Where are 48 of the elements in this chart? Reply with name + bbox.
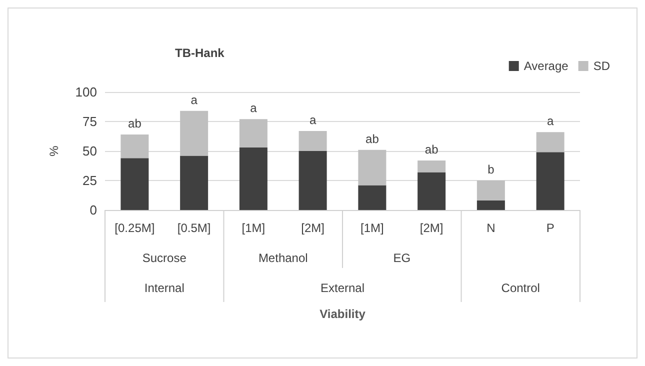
bar <box>120 134 149 158</box>
bar <box>120 158 149 210</box>
bar <box>358 150 386 186</box>
y-tick-label: 0 <box>90 202 97 218</box>
bar <box>476 180 505 201</box>
bar <box>418 160 446 172</box>
bar <box>358 185 386 210</box>
text: Control <box>501 281 540 295</box>
x-tick-label: [2M] <box>420 221 444 235</box>
x-tick-label: [1M] <box>242 221 266 235</box>
data-label: b <box>488 162 495 176</box>
data-label: a <box>309 112 316 127</box>
y-axis-title: % <box>47 145 61 156</box>
text: External <box>320 281 365 295</box>
data-label: ab <box>424 142 439 156</box>
legend-label: SD <box>593 59 610 73</box>
y-tick-label: 50 <box>82 144 97 158</box>
data-label: ab <box>366 132 380 146</box>
bar <box>536 152 564 210</box>
data-label: a <box>190 92 198 107</box>
text: Methanol <box>258 251 308 265</box>
x-tick-label: [2M] <box>301 221 324 235</box>
text: Viability <box>320 307 366 321</box>
bar <box>180 156 208 210</box>
y-tick-label: 25 <box>82 173 97 188</box>
bar <box>418 172 446 210</box>
bar <box>298 130 327 151</box>
y-tick-label: 75 <box>82 114 97 129</box>
chart-title: TB-Hank <box>175 46 225 60</box>
text: Sucrose <box>142 251 187 265</box>
bar <box>239 119 268 148</box>
text: EG <box>393 251 411 265</box>
data-label: a <box>250 101 258 116</box>
y-tick-label: 100 <box>75 84 97 100</box>
data-label: a <box>546 114 554 128</box>
text: Internal <box>144 281 184 295</box>
bar <box>239 147 268 210</box>
bar <box>298 151 327 210</box>
x-tick-label: [0.5M] <box>177 221 211 235</box>
x-tick-label: [0.25M] <box>114 221 155 235</box>
bar <box>476 200 505 210</box>
legend-label: Average <box>524 59 569 73</box>
x-tick-label: N <box>486 221 496 235</box>
bar <box>180 110 208 156</box>
data-label: ab <box>128 116 142 130</box>
bar <box>536 132 564 152</box>
x-tick-label: [1M] <box>360 221 384 235</box>
x-tick-label: P <box>546 221 554 235</box>
